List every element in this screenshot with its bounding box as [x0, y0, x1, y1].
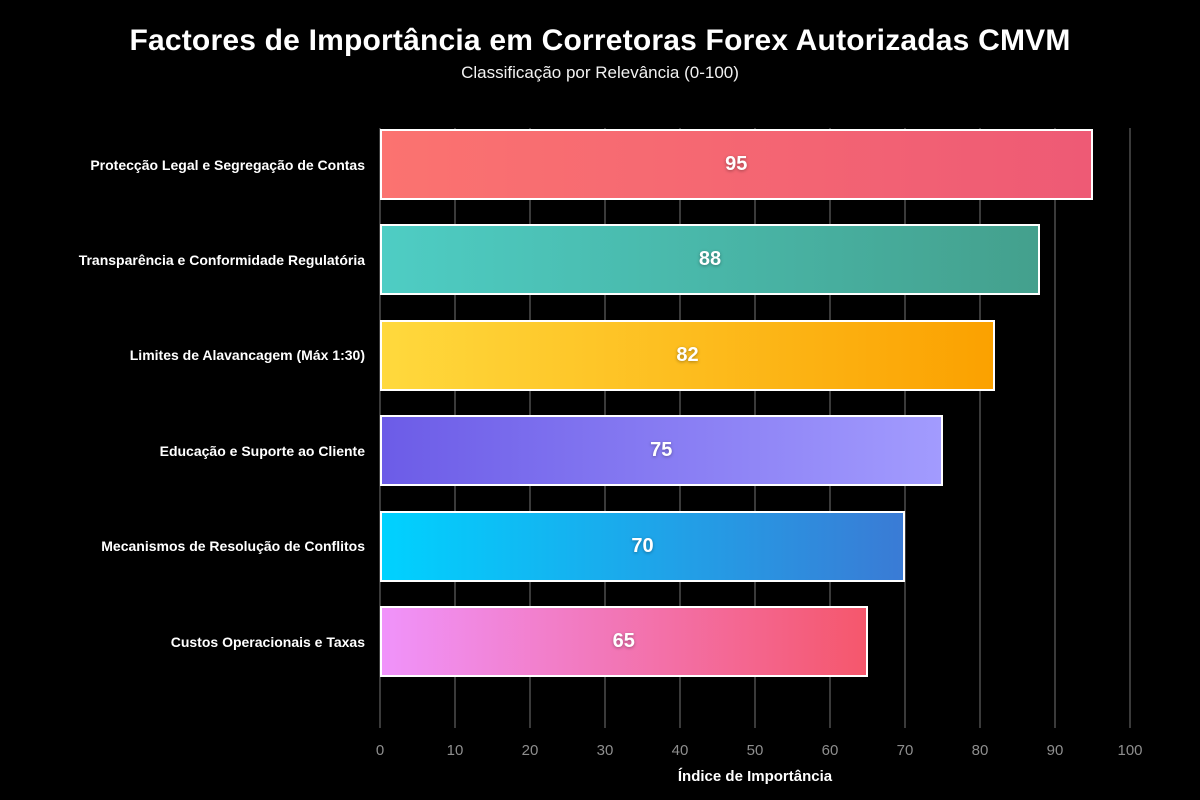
x-tick-label-70: 70 [896, 742, 914, 759]
category-label-2: Transparência e Conformidade Regulatória [78, 251, 365, 268]
plot-area: 95 88 82 75 70 65 [379, 128, 1131, 728]
chart-subtitle: Classificação por Relevância (0-100) [461, 63, 739, 82]
bar-1: 95 [380, 129, 1093, 200]
bar-4: 75 [380, 415, 943, 487]
bar-value-label-5: 70 [631, 534, 654, 557]
x-tick-label-40: 40 [671, 742, 689, 759]
bar-2: 88 [380, 224, 1040, 296]
category-label-6: Custos Operacionais e Taxas [170, 633, 365, 650]
bar-6: 65 [380, 606, 868, 677]
bar-value-label-2: 88 [698, 248, 722, 271]
chart-title: Factores de Importância em Corretoras Fo… [129, 24, 1071, 57]
gridline-x-80 [979, 128, 981, 728]
x-tick-label-10: 10 [446, 742, 464, 759]
x-tick-label-80: 80 [971, 742, 989, 759]
bar-5: 70 [380, 510, 905, 582]
category-label-1: Protecção Legal e Segregação de Contas [90, 156, 365, 173]
bar-value-label-6: 65 [612, 630, 635, 652]
x-tick-label-20: 20 [521, 742, 539, 759]
x-tick-label-90: 90 [1046, 742, 1064, 759]
bar-value-label-4: 75 [650, 439, 673, 462]
category-label-4: Educação e Suporte ao Cliente [159, 442, 365, 459]
bar-value-label-3: 82 [676, 343, 699, 366]
bar-3: 82 [380, 319, 995, 391]
x-tick-label-30: 30 [596, 742, 614, 759]
x-tick-label-60: 60 [821, 742, 839, 759]
x-tick-label-0: 0 [375, 742, 385, 759]
x-tick-label-100: 100 [1117, 742, 1143, 759]
category-label-3: Limites de Alavancagem (Máx 1:30) [129, 347, 365, 364]
bar-value-label-1: 95 [725, 153, 748, 175]
category-label-5: Mecanismos de Resolução de Conflitos [101, 538, 365, 555]
x-axis-title: Índice de Importância [677, 768, 833, 785]
gridline-x-90 [1054, 128, 1056, 728]
gridline-x-100 [1129, 128, 1131, 728]
x-tick-label-50: 50 [746, 742, 764, 759]
